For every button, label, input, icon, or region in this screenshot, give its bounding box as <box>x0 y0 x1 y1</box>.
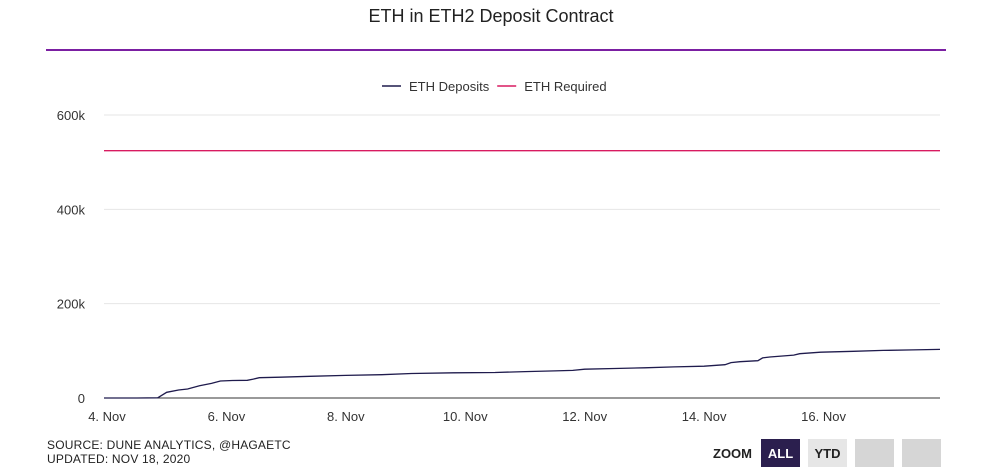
grid-lines <box>104 114 940 399</box>
zoom-button-4[interactable] <box>902 439 941 467</box>
legend-label-2[interactable]: ETH Required <box>524 79 606 94</box>
x-tick-label: 6. Nov <box>208 409 246 424</box>
line-chart: ETH Deposits ETH Required 600k 400k 200k 0 4… <box>57 79 941 424</box>
y-tick-label: 600k <box>57 108 86 123</box>
chart-title: ETH in ETH2 Deposit Contract <box>368 6 614 26</box>
updated-text: UPDATED: NOV 18, 2020 <box>47 452 191 466</box>
y-axis-ticks: 600k 400k 200k 0 <box>57 108 86 406</box>
y-tick-label: 200k <box>57 297 86 312</box>
x-tick-label: 10. Nov <box>443 409 488 424</box>
series-line-1 <box>104 348 941 399</box>
zoom-controls: ZOOM ALL YTD <box>713 439 949 467</box>
source-text: SOURCE: DUNE ANALYTICS, @HAGAETC <box>47 438 291 452</box>
zoom-button-3[interactable] <box>855 439 894 467</box>
x-tick-label: 12. Nov <box>562 409 607 424</box>
x-axis-ticks: 4. Nov 6. Nov 8. Nov 10. Nov 12. Nov 14. Nov 1… <box>88 409 846 424</box>
y-tick-label: 400k <box>57 202 86 217</box>
legend-label-1[interactable]: ETH Deposits <box>409 79 490 94</box>
zoom-label: ZOOM <box>713 445 752 461</box>
x-tick-label: 16. Nov <box>801 409 846 424</box>
legend[interactable]: ETH Deposits ETH Required <box>382 79 607 94</box>
x-tick-label: 4. Nov <box>88 409 126 424</box>
x-tick-label: 8. Nov <box>327 409 365 424</box>
series-lines <box>104 150 941 399</box>
zoom-all-button[interactable]: ALL <box>761 439 800 467</box>
y-tick-label: 0 <box>78 391 85 406</box>
title-divider <box>46 49 946 51</box>
chart-footer: SOURCE: DUNE ANALYTICS, @HAGAETC UPDATED… <box>47 438 291 466</box>
x-tick-label: 14. Nov <box>682 409 727 424</box>
zoom-ytd-button[interactable]: YTD <box>808 439 847 467</box>
